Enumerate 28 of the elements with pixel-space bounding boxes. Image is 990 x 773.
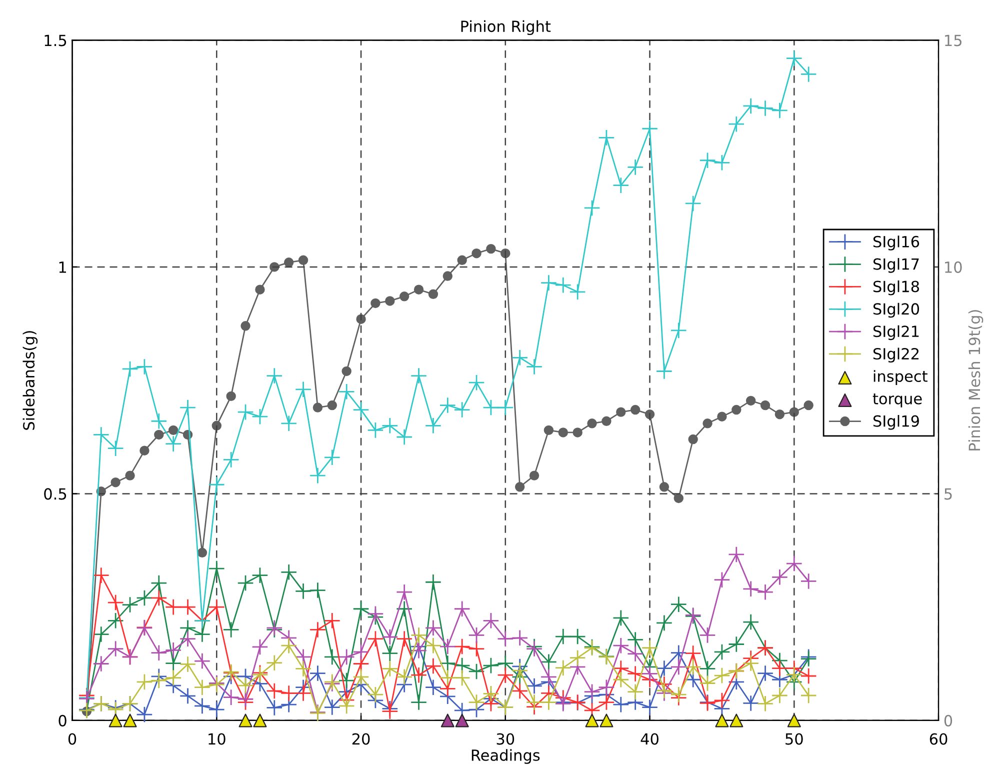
y2-axis-title: Pinion Mesh 19t(g)	[968, 310, 984, 450]
y2-tick-label: 0	[944, 714, 952, 726]
x-tick-label: 60	[930, 733, 948, 745]
x-tick-label: 10	[208, 733, 226, 745]
legend-label: SIgl17	[873, 258, 919, 273]
y2-tick-label: 10	[945, 261, 962, 273]
legend-label: inspect	[874, 370, 928, 385]
x-tick-label: 30	[496, 733, 514, 745]
y2-tick-label: 5	[944, 488, 952, 500]
y-tick-label: 0	[58, 714, 66, 726]
x-tick-label: 40	[640, 733, 658, 745]
legend-label: SIgl19	[873, 415, 919, 430]
y-tick-label: 1	[59, 262, 66, 273]
x-tick-label: 20	[352, 733, 370, 745]
legend-label: SIgl16	[873, 236, 920, 250]
legend-label: torque	[872, 393, 922, 408]
x-axis-title: Readings	[472, 749, 540, 764]
x-tick-label: 50	[786, 733, 803, 745]
chart-title: Pinion Right	[461, 20, 551, 36]
legend-label: SIgl21	[873, 325, 919, 340]
legend-label: SIgl18	[873, 280, 919, 296]
x-tick-label: 0	[68, 733, 76, 745]
y-axis-title: Sidebands(g)	[22, 331, 38, 430]
legend-label: SIgl20	[873, 302, 920, 318]
legend-label: SIgl22	[873, 348, 919, 363]
y-tick-label: 1.5	[44, 34, 66, 46]
y2-tick-label: 15	[945, 34, 962, 46]
y-tick-label: 0.5	[44, 488, 66, 500]
